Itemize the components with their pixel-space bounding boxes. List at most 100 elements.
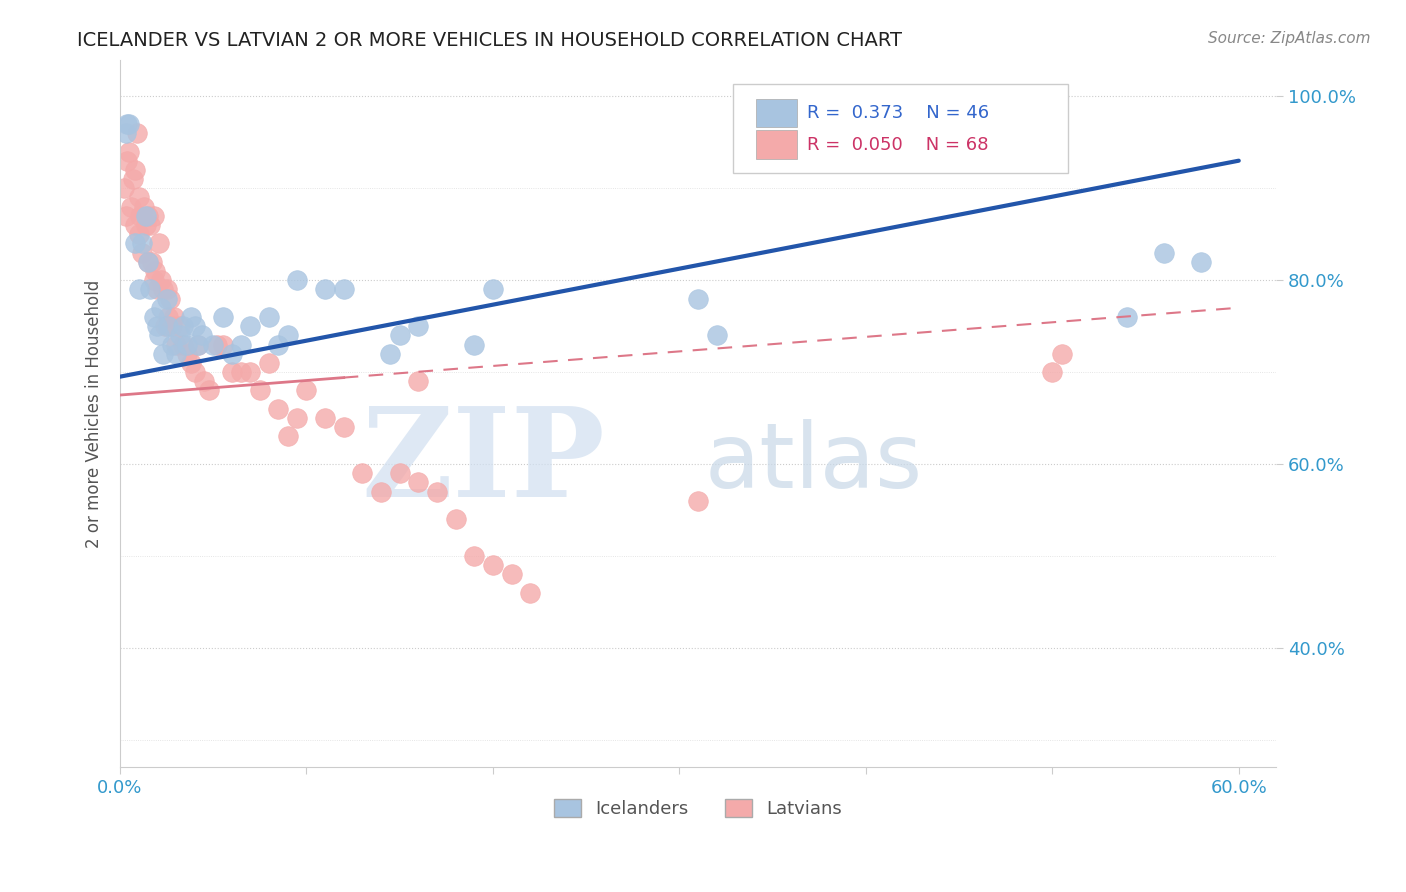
- Point: [160, 319, 183, 334]
- Point: [686, 493, 709, 508]
- Point: [124, 162, 146, 177]
- Point: [426, 484, 449, 499]
- Point: [257, 356, 280, 370]
- Point: [136, 254, 159, 268]
- Point: [118, 117, 141, 131]
- Point: [408, 374, 430, 388]
- Point: [388, 466, 411, 480]
- Point: [1050, 347, 1073, 361]
- Text: ZIP: ZIP: [361, 402, 606, 524]
- Point: [198, 384, 221, 398]
- Point: [146, 282, 169, 296]
- Point: [124, 236, 146, 251]
- Point: [145, 264, 167, 278]
- Point: [159, 292, 181, 306]
- Text: ICELANDER VS LATVIAN 2 OR MORE VEHICLES IN HOUSEHOLD CORRELATION CHART: ICELANDER VS LATVIAN 2 OR MORE VEHICLES …: [77, 31, 903, 50]
- Point: [193, 374, 215, 388]
- Point: [388, 328, 411, 343]
- Point: [135, 209, 157, 223]
- Point: [117, 153, 139, 168]
- Point: [128, 190, 150, 204]
- Point: [131, 236, 153, 251]
- Point: [122, 172, 145, 186]
- Point: [267, 337, 290, 351]
- Point: [267, 401, 290, 416]
- Point: [136, 254, 159, 268]
- Point: [231, 337, 253, 351]
- Text: R =  0.373    N = 46: R = 0.373 N = 46: [807, 103, 988, 121]
- Point: [1153, 245, 1175, 260]
- Point: [686, 292, 709, 306]
- Point: [176, 347, 198, 361]
- Point: [205, 337, 228, 351]
- Point: [249, 384, 271, 398]
- Point: [1191, 254, 1213, 268]
- Point: [295, 384, 318, 398]
- Point: [160, 337, 183, 351]
- Point: [157, 310, 180, 324]
- Point: [114, 126, 136, 140]
- Point: [706, 328, 728, 343]
- Point: [501, 567, 523, 582]
- Text: R =  0.050    N = 68: R = 0.050 N = 68: [807, 136, 988, 153]
- Point: [135, 218, 157, 232]
- FancyBboxPatch shape: [756, 130, 797, 159]
- Point: [202, 337, 225, 351]
- Point: [152, 282, 174, 296]
- Point: [136, 209, 159, 223]
- Point: [153, 319, 176, 334]
- Point: [131, 245, 153, 260]
- Point: [482, 282, 505, 296]
- Point: [169, 328, 191, 343]
- Point: [183, 319, 205, 334]
- Point: [117, 117, 139, 131]
- Point: [1040, 365, 1063, 379]
- Point: [314, 411, 336, 425]
- Point: [172, 337, 194, 351]
- Point: [314, 282, 336, 296]
- Point: [257, 310, 280, 324]
- Point: [148, 236, 170, 251]
- Point: [239, 365, 262, 379]
- Point: [370, 484, 392, 499]
- Point: [142, 273, 165, 287]
- Point: [150, 301, 173, 315]
- Point: [150, 273, 173, 287]
- Point: [231, 365, 253, 379]
- Point: [142, 209, 165, 223]
- Point: [169, 319, 191, 334]
- Point: [211, 310, 233, 324]
- Point: [221, 347, 243, 361]
- FancyBboxPatch shape: [756, 98, 797, 127]
- Point: [155, 292, 177, 306]
- Point: [148, 328, 170, 343]
- Point: [463, 549, 485, 563]
- Point: [221, 365, 243, 379]
- Point: [165, 347, 187, 361]
- Legend: Icelanders, Latvians: Icelanders, Latvians: [547, 792, 849, 825]
- Point: [120, 200, 142, 214]
- Point: [444, 512, 467, 526]
- Point: [180, 356, 202, 370]
- Text: atlas: atlas: [704, 419, 922, 507]
- Point: [176, 337, 198, 351]
- FancyBboxPatch shape: [733, 85, 1069, 173]
- Point: [155, 282, 177, 296]
- Point: [352, 466, 374, 480]
- Point: [408, 475, 430, 490]
- Point: [114, 209, 136, 223]
- Point: [118, 145, 141, 159]
- Point: [519, 585, 541, 599]
- Point: [1115, 310, 1137, 324]
- Point: [332, 282, 354, 296]
- Point: [128, 282, 150, 296]
- Point: [125, 126, 148, 140]
- Point: [139, 282, 162, 296]
- Point: [146, 319, 169, 334]
- Point: [239, 319, 262, 334]
- Point: [285, 273, 308, 287]
- Point: [134, 200, 156, 214]
- Point: [482, 558, 505, 572]
- Point: [172, 319, 194, 334]
- Point: [180, 310, 202, 324]
